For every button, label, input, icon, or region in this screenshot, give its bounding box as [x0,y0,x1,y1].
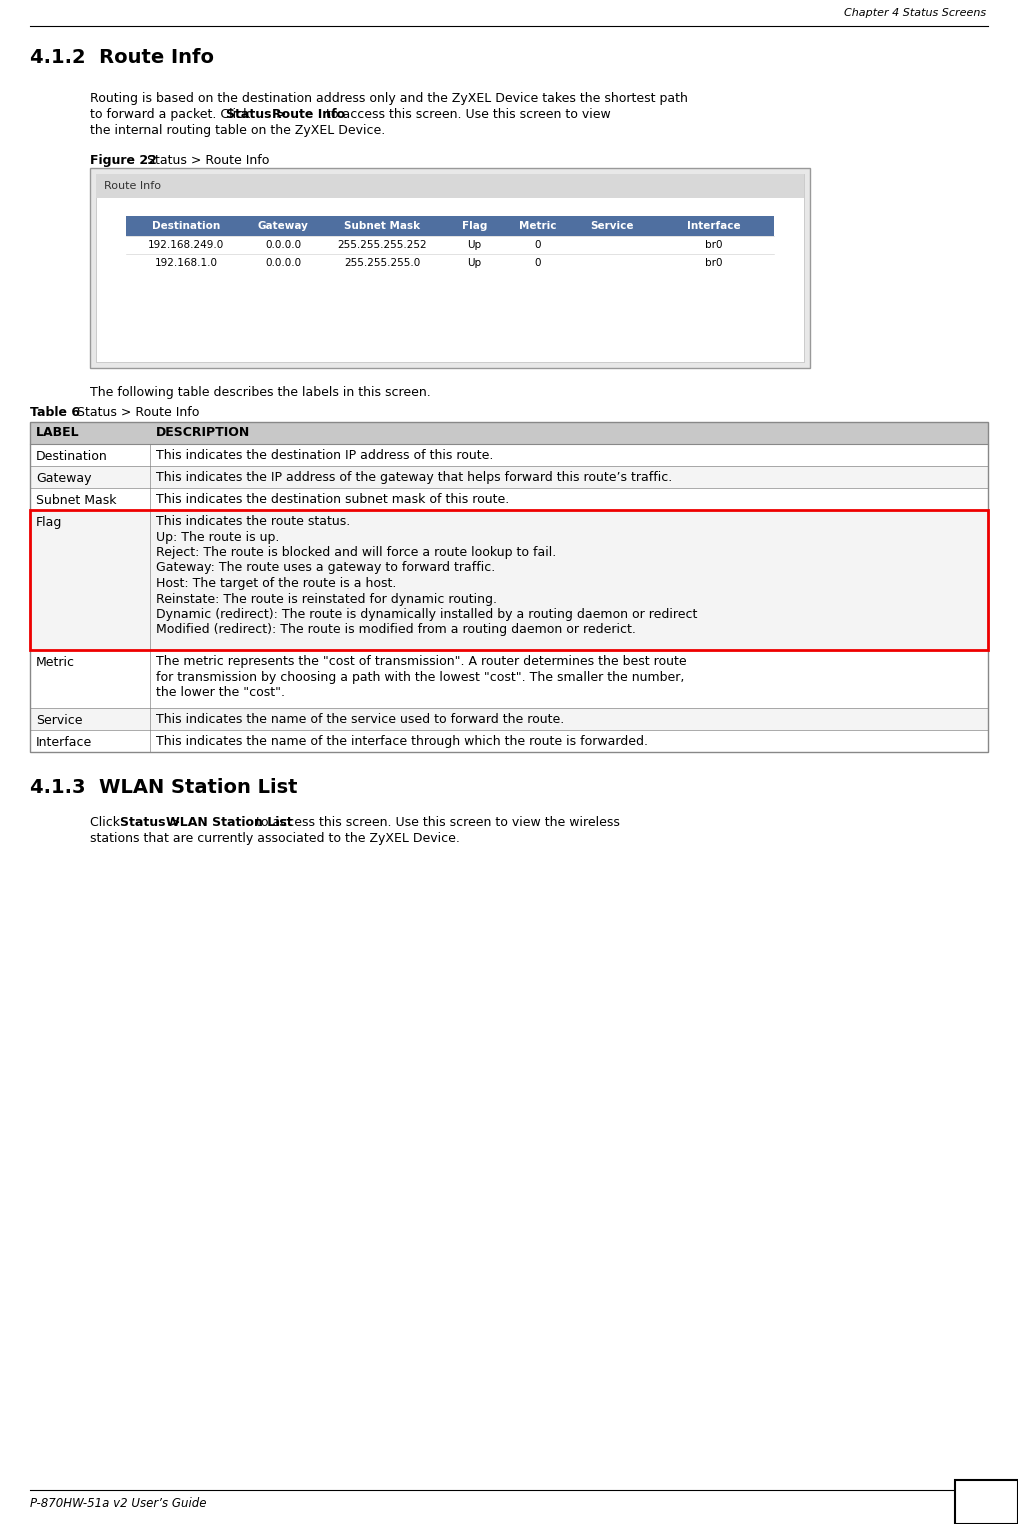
Text: Route Info: Route Info [272,108,345,120]
Text: Flag: Flag [461,221,487,232]
Text: Status >: Status > [120,815,185,829]
Text: Route Info: Route Info [104,181,161,190]
Text: Click: Click [90,815,124,829]
Text: 255.255.255.252: 255.255.255.252 [337,239,427,250]
Text: Service: Service [590,221,634,232]
Text: Host: The target of the route is a host.: Host: The target of the route is a host. [156,578,396,590]
Text: Up: Up [467,239,482,250]
Text: the lower the "cost".: the lower the "cost". [156,686,285,700]
Bar [955,1480,1018,1524]
Text: the internal routing table on the ZyXEL Device.: the internal routing table on the ZyXEL … [90,123,385,137]
Bar [30,443,988,466]
Text: The metric represents the "cost of transmission". A router determines the best r: The metric represents the "cost of trans… [156,655,686,668]
Text: 4.1.2  Route Info: 4.1.2 Route Info [30,47,214,67]
Text: Interface: Interface [36,736,93,748]
Text: LABEL: LABEL [36,427,79,439]
Text: to forward a packet. Click: to forward a packet. Click [90,108,254,120]
Text: Destination: Destination [152,221,220,232]
Text: Interface: Interface [687,221,741,232]
Text: Chapter 4 Status Screens: Chapter 4 Status Screens [844,8,986,18]
Text: Gateway: The route uses a gateway to forward traffic.: Gateway: The route uses a gateway to for… [156,561,495,575]
Text: Subnet Mask: Subnet Mask [36,494,116,507]
Text: Status > Route Info: Status > Route Info [135,154,270,168]
Text: for transmission by choosing a path with the lowest "cost". The smaller the numb: for transmission by choosing a path with… [156,671,684,683]
Text: Subnet Mask: Subnet Mask [344,221,420,232]
Text: stations that are currently associated to the ZyXEL Device.: stations that are currently associated t… [90,832,460,844]
Text: Gateway: Gateway [36,472,92,485]
Bar [96,174,804,198]
Text: Gateway: Gateway [258,221,308,232]
Text: P-870HW-51a v2 User’s Guide: P-870HW-51a v2 User’s Guide [30,1497,207,1510]
Bar [30,488,988,511]
Text: Destination: Destination [36,450,108,463]
Text: Status >: Status > [226,108,291,120]
Text: 0: 0 [534,239,541,250]
Text: Reinstate: The route is reinstated for dynamic routing.: Reinstate: The route is reinstated for d… [156,593,497,605]
Text: 4.1.3  WLAN Station List: 4.1.3 WLAN Station List [30,777,297,797]
Text: 192.168.249.0: 192.168.249.0 [148,239,224,250]
Text: Metric: Metric [519,221,556,232]
Bar [30,709,988,730]
Text: WLAN Station List: WLAN Station List [166,815,292,829]
Bar [30,511,988,651]
Text: 0.0.0.0: 0.0.0.0 [265,239,301,250]
Text: to access this screen. Use this screen to view: to access this screen. Use this screen t… [323,108,611,120]
Bar [126,216,774,236]
Text: This indicates the name of the interface through which the route is forwarded.: This indicates the name of the interface… [156,735,648,748]
Text: 192.168.1.0: 192.168.1.0 [155,258,218,268]
Text: 0: 0 [534,258,541,268]
Text: This indicates the route status.: This indicates the route status. [156,515,350,527]
Text: Modified (redirect): The route is modified from a routing daemon or rederict.: Modified (redirect): The route is modifi… [156,623,636,637]
Bar [30,651,988,709]
Text: br0: br0 [705,239,723,250]
Text: This indicates the IP address of the gateway that helps forward this route’s tra: This indicates the IP address of the gat… [156,471,672,485]
Text: This indicates the name of the service used to forward the route.: This indicates the name of the service u… [156,713,564,725]
Bar [30,422,988,751]
Bar [30,511,988,651]
Text: Reject: The route is blocked and will force a route lookup to fail.: Reject: The route is blocked and will fo… [156,546,556,559]
Text: 0.0.0.0: 0.0.0.0 [265,258,301,268]
Text: The following table describes the labels in this screen.: The following table describes the labels… [90,386,431,399]
Text: br0: br0 [705,258,723,268]
Text: Metric: Metric [36,655,75,669]
Text: to access this screen. Use this screen to view the wireless: to access this screen. Use this screen t… [251,815,620,829]
Bar [30,422,988,443]
Text: 47: 47 [968,1501,1004,1524]
Text: Service: Service [36,715,82,727]
Text: Up: The route is up.: Up: The route is up. [156,530,279,544]
Text: 255.255.255.0: 255.255.255.0 [344,258,420,268]
Text: Status > Route Info: Status > Route Info [65,405,200,419]
Text: Figure 22: Figure 22 [90,154,157,168]
Text: Routing is based on the destination address only and the ZyXEL Device takes the : Routing is based on the destination addr… [90,91,688,105]
Text: Flag: Flag [36,517,62,529]
Text: DESCRIPTION: DESCRIPTION [156,427,250,439]
Bar [30,730,988,751]
Text: This indicates the destination subnet mask of this route.: This indicates the destination subnet ma… [156,492,509,506]
Bar [96,174,804,363]
Bar [90,168,810,367]
Text: This indicates the destination IP address of this route.: This indicates the destination IP addres… [156,450,494,462]
Text: Dynamic (redirect): The route is dynamically installed by a routing daemon or re: Dynamic (redirect): The route is dynamic… [156,608,697,620]
Text: Table 6: Table 6 [30,405,80,419]
Text: Up: Up [467,258,482,268]
Bar [30,466,988,488]
